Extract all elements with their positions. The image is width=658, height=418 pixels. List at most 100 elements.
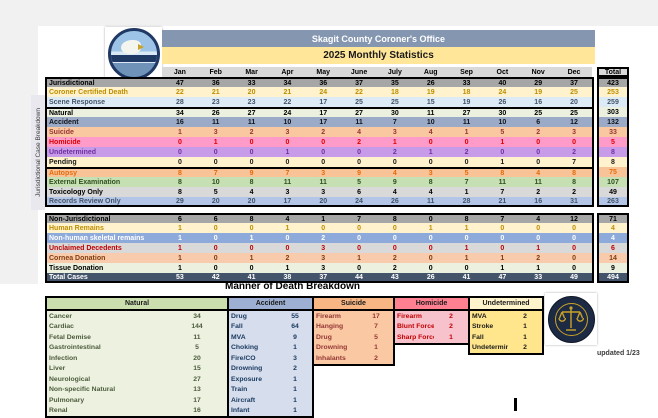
cause-count[interactable]: 34 xyxy=(193,312,201,320)
cell-sep[interactable]: 1 xyxy=(464,254,469,262)
cause-label[interactable]: Infection xyxy=(49,354,78,362)
cause-count[interactable]: 27 xyxy=(193,375,201,383)
cell-july[interactable]: 26 xyxy=(390,197,399,205)
cell-mar[interactable]: 1 xyxy=(249,254,254,262)
cell-sep[interactable]: 0 xyxy=(464,138,469,146)
cause-count[interactable]: 1 xyxy=(293,344,297,352)
cell-sep[interactable]: 41 xyxy=(462,273,471,281)
cell-aug[interactable]: 0 xyxy=(428,138,433,146)
month-header-oct[interactable]: Oct xyxy=(484,67,521,77)
cell-may[interactable]: 36 xyxy=(319,79,328,87)
row-label[interactable]: Undetermined xyxy=(49,148,97,156)
cell-nov[interactable]: 0 xyxy=(536,138,541,146)
cell-apr[interactable]: 2 xyxy=(285,254,290,262)
cell-oct[interactable]: 10 xyxy=(498,118,507,126)
cell-mar[interactable]: 0 xyxy=(249,224,254,232)
cell-june[interactable]: 37 xyxy=(355,79,363,87)
month-header-apr[interactable]: Apr xyxy=(269,67,306,77)
cause-label[interactable]: Drowning xyxy=(231,365,263,373)
cell-apr[interactable]: 24 xyxy=(283,109,292,117)
cell-feb[interactable]: 7 xyxy=(213,169,218,177)
cell-mar[interactable]: 27 xyxy=(247,109,256,117)
cell-total[interactable]: 423 xyxy=(597,77,629,87)
cell-nov[interactable]: 19 xyxy=(534,88,543,96)
cell-total[interactable]: 33 xyxy=(597,127,629,137)
cell-apr[interactable]: 1 xyxy=(285,264,290,272)
cell-june[interactable]: 0 xyxy=(357,224,361,232)
cause-count[interactable]: 144 xyxy=(191,323,203,331)
cause-label[interactable]: Cancer xyxy=(49,312,73,320)
cell-apr[interactable]: 10 xyxy=(283,118,292,126)
cell-june[interactable]: 2 xyxy=(357,138,361,146)
cell-july[interactable]: 9 xyxy=(392,178,397,186)
breakdown-header-accident[interactable]: Accident xyxy=(229,298,312,311)
cell-july[interactable]: 35 xyxy=(390,79,399,87)
cause-count[interactable]: 9 xyxy=(293,333,297,341)
cell-mar[interactable]: 0 xyxy=(249,148,254,156)
cell-may[interactable]: 17 xyxy=(319,118,328,126)
row-label[interactable]: Natural xyxy=(49,109,74,117)
cell-dec[interactable]: 31 xyxy=(570,197,578,205)
cell-apr[interactable]: 0 xyxy=(285,234,290,242)
cause-label[interactable]: Exposure xyxy=(231,375,262,383)
cell-oct[interactable]: 0 xyxy=(500,234,505,242)
cell-feb[interactable]: 0 xyxy=(213,224,218,232)
cell-may[interactable]: 2 xyxy=(321,234,326,242)
cell-sep[interactable]: 1 xyxy=(464,244,469,252)
cell-total[interactable]: 9 xyxy=(597,263,629,273)
cause-label[interactable]: Firearm xyxy=(397,312,422,320)
cell-sep[interactable]: 0 xyxy=(464,158,469,166)
cell-aug[interactable]: 11 xyxy=(427,109,435,117)
cause-label[interactable]: Fall xyxy=(472,333,484,341)
breakdown-header-homicide[interactable]: Homicide xyxy=(395,298,468,311)
cause-label[interactable]: Fall xyxy=(231,323,243,331)
cell-dec[interactable]: 0 xyxy=(572,254,576,262)
cell-mar[interactable]: 0 xyxy=(249,158,254,166)
cause-label[interactable]: Aircraft xyxy=(231,396,256,404)
cell-total[interactable]: 4 xyxy=(597,223,629,233)
cell-june[interactable]: 4 xyxy=(357,128,361,136)
cell-sep[interactable]: 7 xyxy=(464,178,469,186)
cell-total[interactable]: 6 xyxy=(597,243,629,253)
cell-jan[interactable]: 1 xyxy=(177,264,182,272)
cell-july[interactable]: 4 xyxy=(392,188,397,196)
cell-may[interactable]: 0 xyxy=(321,224,326,232)
cell-dec[interactable]: 8 xyxy=(572,169,576,177)
cell-mar[interactable]: 4 xyxy=(249,188,254,196)
cell-jan[interactable]: 6 xyxy=(177,215,182,223)
cell-nov[interactable]: 29 xyxy=(534,79,543,87)
cell-jan[interactable]: 0 xyxy=(177,158,182,166)
cell-sep[interactable]: 18 xyxy=(462,88,471,96)
cell-apr[interactable]: 7 xyxy=(285,169,290,177)
cell-july[interactable]: 30 xyxy=(390,109,399,117)
cell-apr[interactable]: 1 xyxy=(285,148,290,156)
cell-nov[interactable]: 16 xyxy=(534,197,543,205)
cell-may[interactable]: 37 xyxy=(319,273,328,281)
cause-count[interactable]: 1 xyxy=(523,323,527,331)
cause-count[interactable]: 2 xyxy=(523,344,527,352)
cause-label[interactable]: Infant xyxy=(231,407,250,415)
cell-july[interactable]: 0 xyxy=(392,158,397,166)
cell-jan[interactable]: 22 xyxy=(176,88,184,96)
cause-count[interactable]: 3 xyxy=(293,354,297,362)
row-label[interactable]: Unclaimed Decedents xyxy=(49,244,122,252)
cell-aug[interactable]: 4 xyxy=(428,128,433,136)
cell-mar[interactable]: 20 xyxy=(247,197,256,205)
cell-dec[interactable]: 49 xyxy=(570,273,578,281)
cell-may[interactable]: 1 xyxy=(321,215,326,223)
cell-oct[interactable]: 1 xyxy=(500,158,505,166)
cause-count[interactable]: 2 xyxy=(523,312,527,320)
cell-dec[interactable]: 2 xyxy=(572,188,576,196)
cell-feb[interactable]: 11 xyxy=(212,118,220,126)
cell-mar[interactable]: 20 xyxy=(247,88,256,96)
cell-oct[interactable]: 7 xyxy=(500,188,505,196)
cell-dec[interactable]: 12 xyxy=(570,118,578,126)
cell-may[interactable]: 3 xyxy=(321,254,326,262)
cell-apr[interactable]: 1 xyxy=(285,224,290,232)
row-label[interactable]: Accident xyxy=(49,118,79,126)
cell-sep[interactable]: 11 xyxy=(462,118,471,126)
cell-dec[interactable]: 12 xyxy=(570,215,578,223)
cause-label[interactable]: Cardiac xyxy=(49,323,74,331)
cell-dec[interactable]: 2 xyxy=(572,148,576,156)
cell-aug[interactable]: 19 xyxy=(426,88,435,96)
